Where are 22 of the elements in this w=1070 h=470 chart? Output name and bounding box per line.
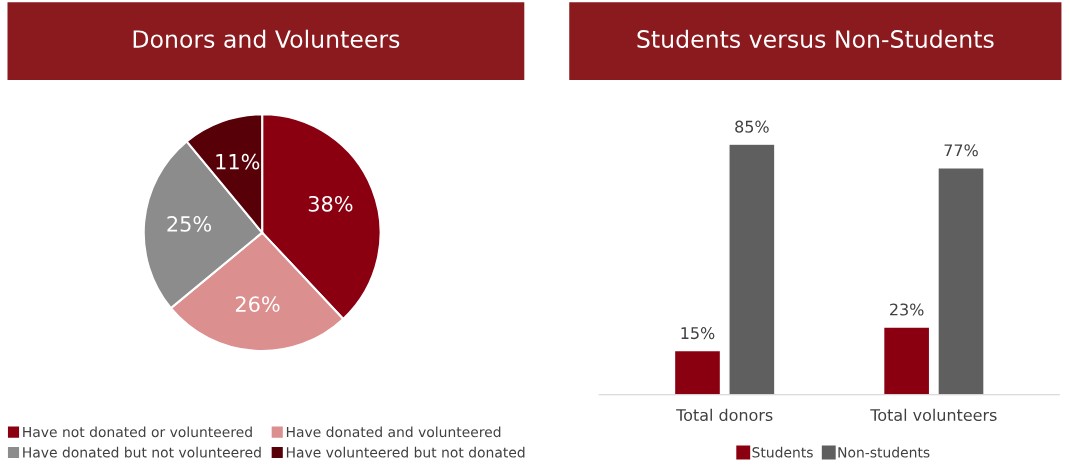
legend-label: Students bbox=[752, 446, 813, 458]
data-label: 11% bbox=[216, 153, 260, 170]
chart-title: Students versus Non-Students bbox=[637, 29, 994, 48]
legend-label: Have not donated or volunteered bbox=[23, 426, 252, 438]
bar bbox=[728, 143, 776, 395]
data-label: 25% bbox=[167, 216, 212, 232]
data-label: 38% bbox=[308, 195, 353, 212]
bar bbox=[673, 349, 722, 395]
bar bbox=[937, 167, 985, 395]
data-label: 77% bbox=[944, 144, 978, 157]
x-tick-label: Total volunteers bbox=[870, 408, 997, 422]
data-label: 15% bbox=[681, 327, 715, 340]
legend-label: Have volunteered but not donated bbox=[286, 446, 525, 458]
chart-title: Donors and Volunteers bbox=[133, 29, 400, 48]
legend-label: Have donated and volunteered bbox=[286, 426, 501, 438]
legend-label: Have donated but not volunteered bbox=[23, 446, 261, 458]
legend-label: Non-students bbox=[838, 446, 930, 458]
data-label: 26% bbox=[235, 296, 280, 312]
data-label: 23% bbox=[890, 303, 924, 316]
data-label: 85% bbox=[735, 120, 769, 133]
bar bbox=[882, 326, 931, 395]
x-tick-label: Total donors bbox=[676, 408, 773, 422]
